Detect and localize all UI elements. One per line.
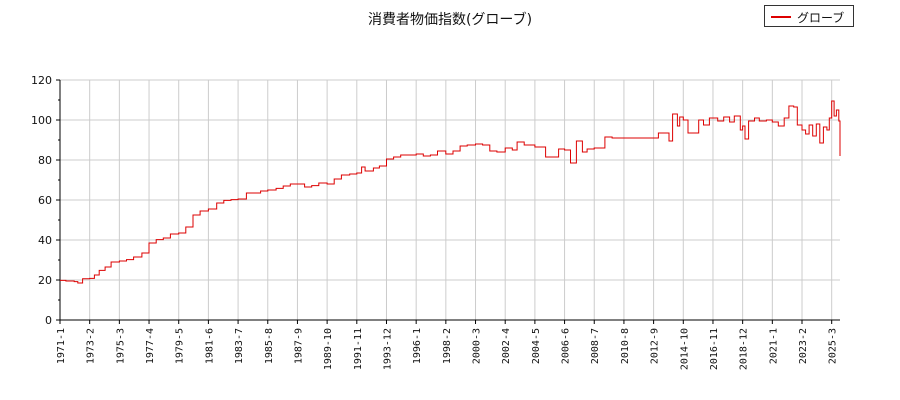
x-tick-label: 1989-10	[323, 328, 334, 370]
y-tick-label: 80	[38, 154, 52, 167]
x-tick-label: 2018-12	[739, 328, 750, 370]
x-tick-label: 2012-9	[650, 328, 661, 364]
x-tick-label: 1979-5	[175, 328, 186, 364]
x-tick-label: 1971-1	[56, 328, 67, 364]
x-tick-label: 1981-6	[204, 328, 215, 364]
x-tick-label: 1991-11	[353, 328, 364, 370]
legend: グローブ	[764, 5, 854, 27]
x-tick-label: 2021-1	[768, 328, 779, 364]
x-tick-label: 1977-4	[145, 328, 156, 364]
x-tick-label: 1973-2	[86, 328, 97, 364]
x-tick-label: 2023-2	[798, 328, 809, 364]
x-tick-label: 2025-3	[828, 328, 839, 364]
x-tick-label: 2008-7	[590, 328, 601, 364]
legend-swatch	[771, 16, 791, 18]
x-tick-label: 1975-3	[115, 328, 126, 364]
x-tick-label: 1985-8	[264, 328, 275, 364]
x-tick-label: 2014-10	[679, 328, 690, 370]
x-tick-label: 2002-4	[501, 328, 512, 364]
x-tick-label: 2010-8	[620, 328, 631, 364]
x-tick-label: 2006-6	[561, 328, 572, 364]
y-tick-label: 40	[38, 234, 52, 247]
x-tick-label: 2004-5	[531, 328, 542, 364]
y-tick-label: 0	[45, 314, 52, 327]
x-tick-label: 2016-11	[709, 328, 720, 370]
y-tick-label: 120	[31, 74, 52, 87]
y-tick-label: 60	[38, 194, 52, 207]
series-line	[60, 100, 841, 284]
y-tick-label: 20	[38, 274, 52, 287]
x-tick-label: 1993-12	[382, 328, 393, 370]
x-tick-label: 2000-3	[472, 328, 483, 364]
x-tick-label: 1998-2	[442, 328, 453, 364]
chart-title: 消費者物価指数(グローブ)	[367, 12, 533, 28]
x-tick-label: 1983-7	[234, 328, 245, 364]
legend-label: グローブ	[797, 11, 845, 25]
x-tick-label: 1996-1	[412, 328, 423, 364]
y-tick-label: 100	[31, 114, 52, 127]
x-tick-label: 1987-9	[293, 328, 304, 364]
